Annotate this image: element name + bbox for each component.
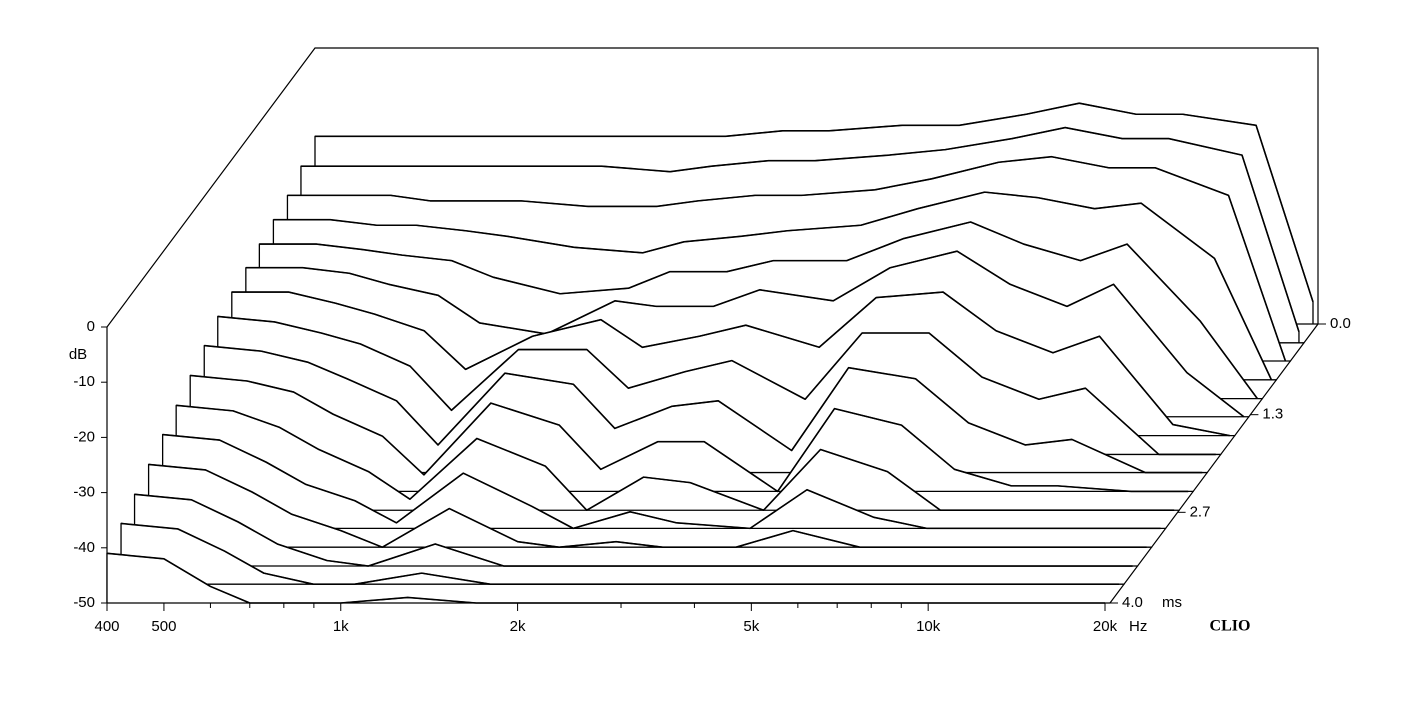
slice-line bbox=[259, 221, 1259, 400]
x-tick-label: 500 bbox=[151, 618, 176, 635]
x-tick-label: 400 bbox=[94, 618, 119, 635]
x-tick-label: 5k bbox=[743, 618, 759, 635]
y-tick-label: -10 bbox=[73, 373, 95, 390]
slice-line bbox=[162, 433, 1161, 530]
y-tick-label: 0 bbox=[87, 318, 95, 335]
t-tick-label: 4.0 bbox=[1122, 594, 1143, 611]
slice-line bbox=[190, 374, 1189, 493]
slice-line bbox=[176, 404, 1175, 512]
slice-line bbox=[300, 126, 1300, 333]
slice-line bbox=[134, 493, 1133, 567]
slice-line bbox=[148, 463, 1147, 549]
slice-line bbox=[245, 250, 1245, 418]
x-tick-label: 2k bbox=[510, 618, 526, 635]
brand: CLIO bbox=[1210, 618, 1251, 635]
t-tick-label: 2.7 bbox=[1190, 503, 1211, 520]
t-tick-label: 1.3 bbox=[1262, 406, 1283, 423]
y-tick-label: -20 bbox=[73, 428, 95, 445]
slice-line bbox=[315, 102, 1314, 303]
y-tick-label: -40 bbox=[73, 539, 95, 556]
y-axis-label: dB bbox=[69, 346, 87, 363]
y-tick-label: -50 bbox=[73, 594, 95, 611]
slice-line bbox=[231, 291, 1230, 437]
t-tick-label: 0.0 bbox=[1330, 315, 1351, 332]
x-unit: Hz bbox=[1129, 618, 1147, 635]
x-tick-label: 1k bbox=[333, 618, 349, 635]
y-tick-label: -30 bbox=[73, 484, 95, 501]
slice-line bbox=[287, 155, 1287, 362]
slice-line bbox=[204, 344, 1203, 474]
t-unit: ms bbox=[1162, 594, 1182, 611]
x-tick-label: 10k bbox=[916, 618, 941, 635]
slice-line bbox=[120, 522, 1120, 585]
x-tick-label: 20k bbox=[1093, 618, 1118, 635]
slice-line bbox=[273, 191, 1273, 381]
slice-line bbox=[217, 315, 1216, 456]
